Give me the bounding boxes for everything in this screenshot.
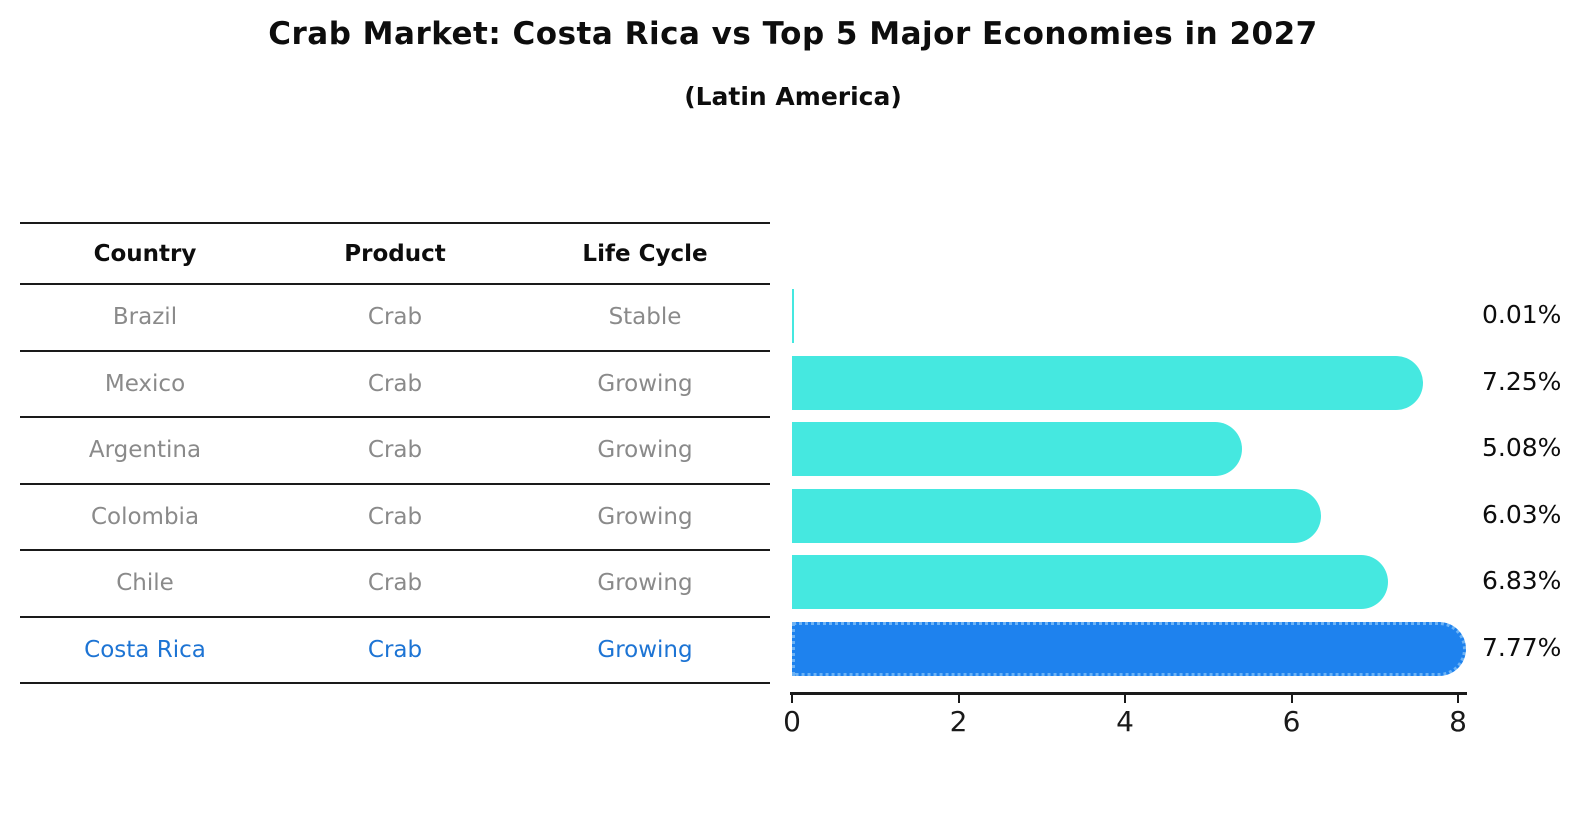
x-axis-ticklabel-8: 8 [1449,705,1467,738]
cell-product: Crab [367,503,423,530]
x-axis-ticklabel-6: 6 [1282,705,1301,738]
cell-life-cycle: Growing [597,570,693,597]
cell-country: Brazil [112,304,178,331]
cell-product: Crab [367,370,423,397]
cell-life-cycle: Stable [608,304,682,331]
cell-product: Crab [367,437,423,464]
x-axis-tick [1290,694,1293,703]
cell-life-cycle: Growing [597,370,693,397]
table-body: Brazil Crab Stable Mexico Crab Growing Argenti… [20,285,770,684]
value-label-brazil: 0.01% [1482,300,1562,330]
table-row-costa-rica: Costa Rica Crab Growing [20,618,770,684]
value-label-colombia: 6.03% [1482,499,1562,529]
table-header-product: Product [344,240,446,267]
value-label-mexico: 7.25% [1482,366,1562,396]
table-row-colombia: Colombia Crab Growing [20,485,770,551]
x-axis-ticklabel-4: 4 [1116,705,1134,738]
bar-costa-rica [792,621,1466,676]
x-axis-ticklabel-0: 0 [783,705,801,738]
table-header-life-cycle: Life Cycle [582,240,708,267]
x-axis-ticklabel-2: 2 [949,705,968,738]
value-label-costa-rica: 7.77% [1482,632,1562,662]
bar-chile [792,555,1388,610]
table-row-brazil: Brazil Crab Stable [20,285,770,352]
bar-colombia [792,488,1321,543]
cell-country: Mexico [104,370,186,397]
table-header-country: Country [93,240,197,267]
cell-life-cycle: Growing [597,503,693,530]
bar-brazil [792,289,794,344]
bar-argentina [792,422,1242,477]
x-axis-tick [957,694,960,703]
table-row-chile: Chile Crab Growing [20,551,770,618]
bar-mexico [792,355,1423,410]
cell-country: Colombia [90,503,200,530]
chart-title: Crab Market: Costa Rica vs Top 5 Major E… [268,16,1318,52]
cell-product: Crab [367,636,423,663]
x-axis-tick [1457,694,1459,703]
country-table: Country Product Life Cycle Brazil Crab Sta… [20,222,770,684]
cell-country: Chile [116,570,174,597]
cell-life-cycle: Growing [597,636,693,663]
x-axis-line [790,692,1467,695]
cell-life-cycle: Growing [597,437,693,464]
table-row-mexico: Mexico Crab Growing [20,352,770,418]
table-header-row: Country Product Life Cycle [20,224,770,285]
value-label-argentina: 5.08% [1482,433,1562,463]
cell-country: Argentina [88,437,202,464]
table-row-argentina: Argentina Crab Growing [20,418,770,485]
x-axis-tick [791,694,793,703]
cell-product: Crab [367,570,423,597]
value-label-chile: 6.83% [1482,566,1562,596]
cell-product: Crab [367,304,423,331]
cell-country: Costa Rica [84,636,206,663]
chart-subtitle: (Latin America) [684,82,902,111]
x-axis-tick [1124,694,1126,703]
